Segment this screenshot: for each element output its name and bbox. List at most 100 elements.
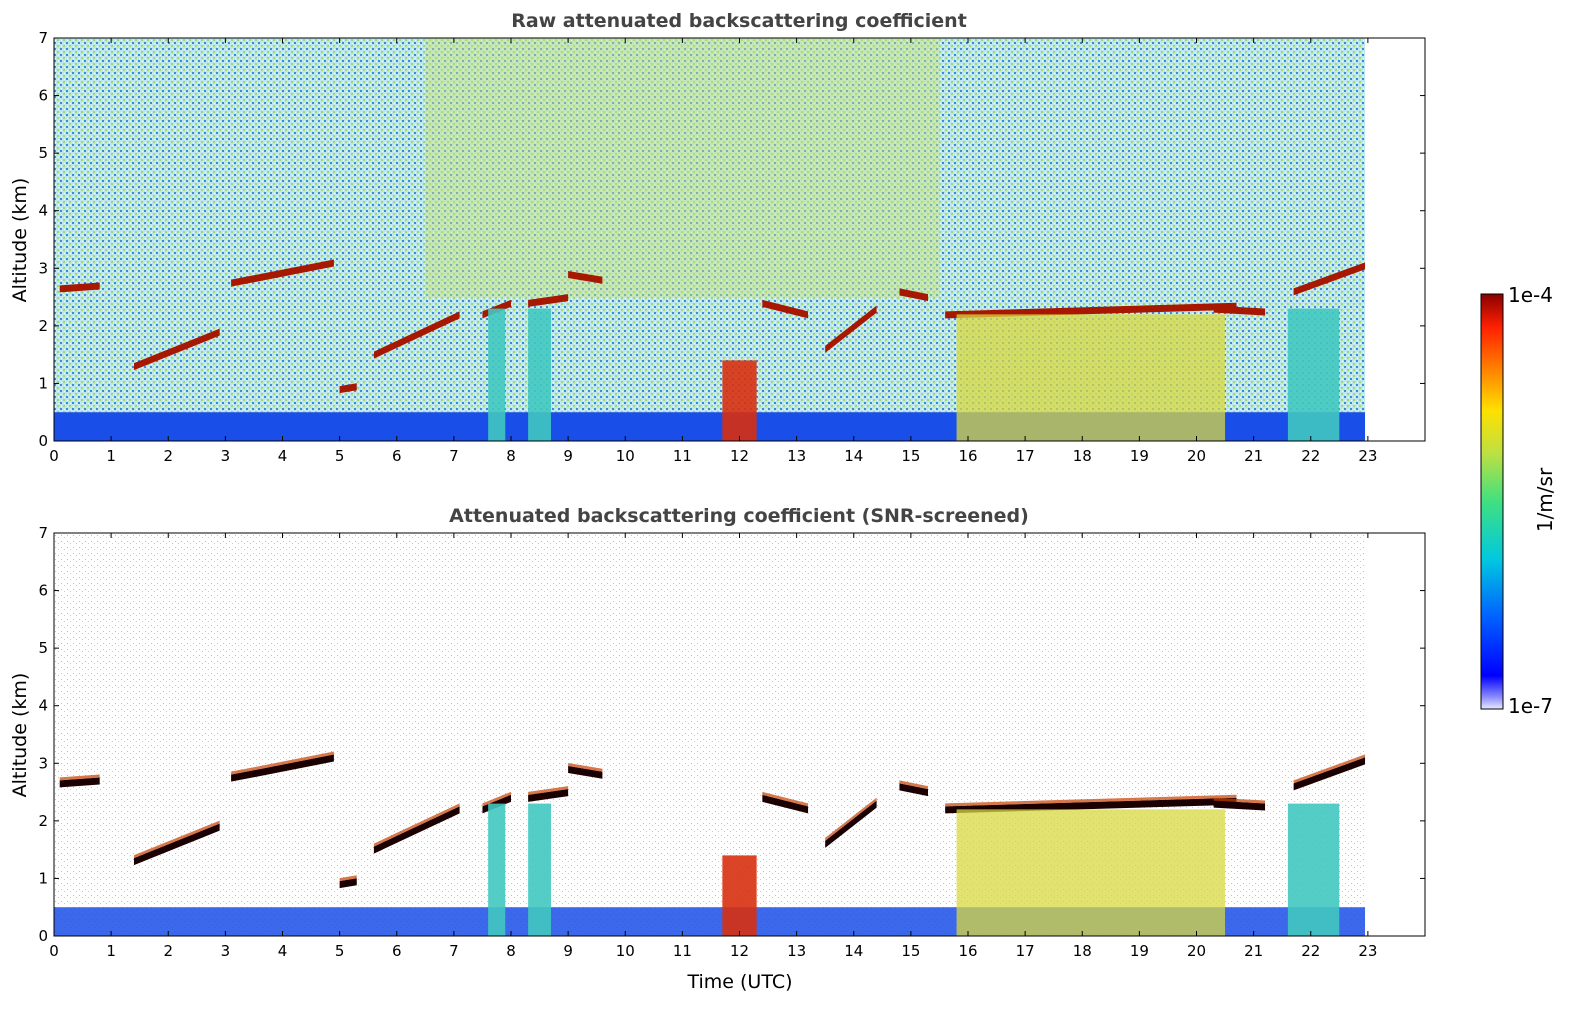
y-tick-label: 6: [38, 582, 48, 600]
x-tick-label: 7: [449, 447, 459, 465]
dense-column: [488, 308, 506, 441]
cloud-layer: [59, 777, 100, 788]
cloud-layer: [899, 783, 929, 797]
x-tick-label: 1: [106, 447, 116, 465]
dense-column: [956, 809, 1226, 936]
x-tick-label: 0: [49, 942, 59, 960]
colorbar-max-label: 1e-4: [1508, 283, 1553, 307]
colorbar-min-label: 1e-7: [1508, 694, 1553, 718]
y-tick-label: 5: [38, 639, 48, 657]
y-tick-label: 4: [38, 202, 48, 220]
dense-column: [722, 360, 757, 441]
cloud-layer-halo: [339, 875, 357, 882]
dense-column: [1287, 308, 1340, 441]
x-tick-label: 16: [958, 447, 977, 465]
x-tick-label: 15: [901, 447, 920, 465]
y-tick-label: 7: [38, 524, 48, 542]
cloud-layer: [1213, 305, 1266, 316]
y-tick-label: 4: [38, 697, 48, 715]
x-tick-label: 16: [958, 942, 977, 960]
colorbar-unit-label: 1/m/sr: [1533, 467, 1557, 532]
x-tick-label: 23: [1358, 447, 1377, 465]
y-tick-label: 0: [38, 432, 48, 450]
cloud-layer-halo: [231, 751, 334, 775]
snr-screened-panel: Attenuated backscattering coefficient (S…: [9, 505, 1426, 993]
cloud-layer: [231, 259, 334, 287]
x-tick-label: 0: [49, 447, 59, 465]
x-tick-label: 5: [335, 942, 345, 960]
x-tick-label: 6: [392, 447, 402, 465]
cloud-layer: [339, 383, 357, 394]
y-tick-label: 2: [38, 317, 48, 335]
x-tick-label: 7: [449, 942, 459, 960]
x-tick-label: 22: [1301, 942, 1320, 960]
y-tick-label: 1: [38, 374, 48, 392]
x-tick-label: 6: [392, 942, 402, 960]
x-tick-label: 13: [787, 447, 806, 465]
cloud-layer-halo: [568, 763, 603, 772]
x-tick-label: 4: [278, 942, 288, 960]
raw-backscatter-panel: Raw attenuated backscattering coefficien…: [9, 10, 1426, 465]
dense-column: [956, 314, 1226, 441]
x-tick-label: 13: [787, 942, 806, 960]
x-tick-label: 11: [673, 447, 692, 465]
panel1-yellow-noise-band: [425, 38, 940, 298]
x-tick-label: 19: [1130, 942, 1149, 960]
x-tick-label: 14: [844, 447, 863, 465]
cloud-layer: [133, 328, 220, 371]
x-tick-label: 23: [1358, 942, 1377, 960]
cloud-layer: [133, 823, 220, 866]
panel1-y-ticks: 0 1 2 3 4 5 6 7: [38, 29, 1425, 450]
cloud-layer-halo: [373, 803, 460, 847]
cloud-layer: [899, 288, 929, 302]
x-tick-label: 4: [278, 447, 288, 465]
cloud-layer: [59, 282, 100, 293]
x-tick-label: 3: [221, 942, 231, 960]
panel2-y-label: Altitude (km): [9, 673, 31, 798]
cloud-layer: [231, 754, 334, 782]
x-tick-label: 20: [1187, 942, 1206, 960]
panel1-x-ticks: 0 1 2 3 4 5 6 7 8 9 10 11 12 13 14 15 16 17 18 19 20 21 22 23: [49, 38, 1377, 465]
cloud-layer: [1213, 800, 1266, 811]
x-tick-label: 1: [106, 942, 116, 960]
x-tick-label: 18: [1073, 447, 1092, 465]
cloud-layer: [373, 311, 460, 359]
x-tick-label: 19: [1130, 447, 1149, 465]
cloud-layer-halo: [528, 786, 569, 795]
x-tick-label: 3: [221, 447, 231, 465]
panel2-x-ticks: 0 1 2 3 4 5 6 7 8 9 10 11 12 13 14 15 16 17 18 19 20 21 22 23: [49, 533, 1377, 960]
panel2-cloud-layers: [59, 751, 1366, 889]
x-tick-label: 2: [163, 942, 173, 960]
cloud-layer-halo: [1293, 754, 1366, 784]
cloud-layer: [568, 271, 603, 284]
x-tick-label: 12: [730, 942, 749, 960]
x-tick-label: 21: [1244, 942, 1263, 960]
x-tick-label: 10: [616, 942, 635, 960]
y-tick-label: 5: [38, 144, 48, 162]
y-tick-label: 3: [38, 259, 48, 277]
cloud-layer-halo: [133, 820, 220, 859]
dense-column: [488, 803, 506, 936]
x-tick-label: 9: [563, 942, 573, 960]
panel1-title: Raw attenuated backscattering coefficien…: [511, 10, 967, 32]
x-tick-label: 8: [506, 942, 516, 960]
cloud-layer: [568, 766, 603, 779]
panel2-title: Attenuated backscattering coefficient (S…: [449, 505, 1029, 527]
x-tick-label: 10: [616, 447, 635, 465]
cloud-layer-halo: [762, 791, 809, 807]
x-tick-label: 5: [335, 447, 345, 465]
dense-column: [528, 308, 551, 441]
cloud-layer: [339, 878, 357, 889]
x-tick-label: 22: [1301, 447, 1320, 465]
cloud-layer-halo: [59, 774, 100, 781]
x-tick-label: 20: [1187, 447, 1206, 465]
x-tick-label: 15: [901, 942, 920, 960]
x-tick-label: 14: [844, 942, 863, 960]
cloud-layer: [825, 800, 877, 848]
panel2-y-ticks: 0 1 2 3 4 5 6 7: [38, 524, 1425, 945]
cloud-layer-halo: [945, 794, 1237, 807]
dense-column: [722, 855, 757, 936]
x-tick-label: 8: [506, 447, 516, 465]
cloud-layer: [1293, 262, 1366, 296]
